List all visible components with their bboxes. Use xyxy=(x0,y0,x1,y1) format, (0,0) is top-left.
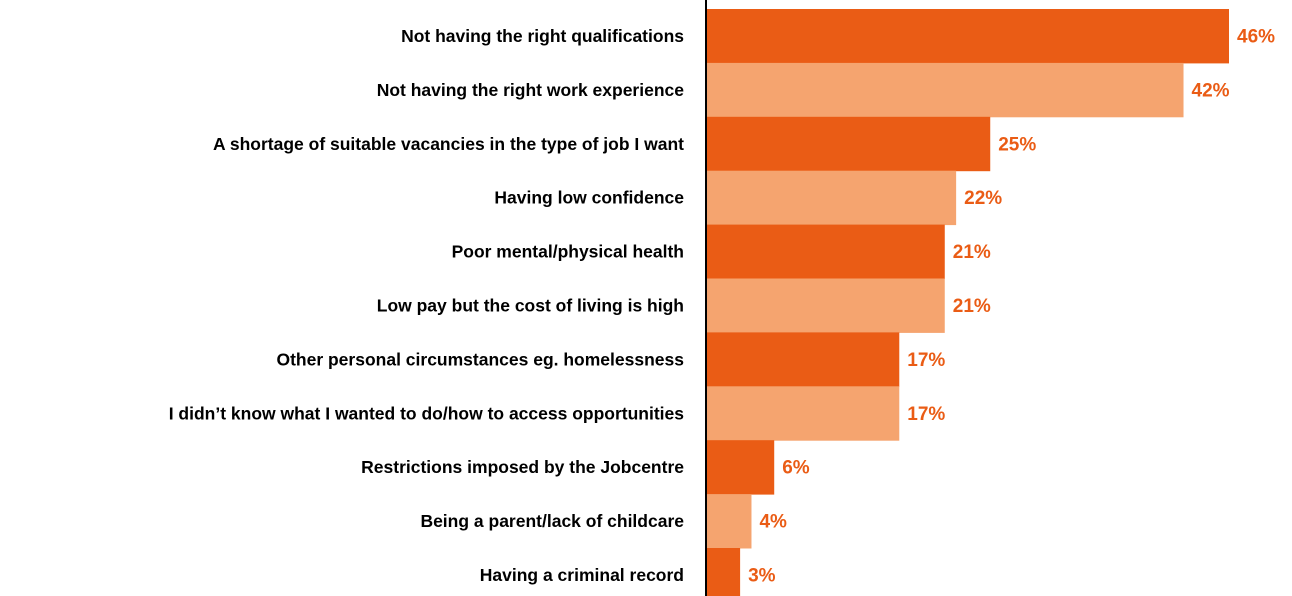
value-label: 42% xyxy=(1192,80,1230,101)
value-label: 3% xyxy=(748,565,776,586)
category-label: Not having the right qualifications xyxy=(401,26,684,46)
category-label: Not having the right work experience xyxy=(377,80,685,100)
category-label: Restrictions imposed by the Jobcentre xyxy=(361,457,684,477)
bar xyxy=(706,62,1184,118)
bar xyxy=(706,548,741,596)
category-label: Low pay but the cost of living is high xyxy=(377,295,684,315)
value-label: 46% xyxy=(1237,26,1275,47)
category-label: Other personal circumstances eg. homeles… xyxy=(276,349,684,369)
value-label: 22% xyxy=(964,188,1002,209)
bars-group xyxy=(706,9,1229,596)
bar xyxy=(706,116,991,172)
value-label: 25% xyxy=(998,134,1036,155)
category-label: Poor mental/physical health xyxy=(452,242,684,262)
value-label: 21% xyxy=(953,296,991,317)
value-label: 17% xyxy=(907,404,945,425)
value-label: 4% xyxy=(759,512,787,533)
bar xyxy=(706,494,752,549)
bar xyxy=(706,440,775,495)
value-label: 6% xyxy=(782,458,810,479)
bar xyxy=(706,278,945,333)
category-label: I didn’t know what I wanted to do/how to… xyxy=(169,403,685,423)
value-label: 21% xyxy=(953,242,991,263)
bar xyxy=(706,332,900,387)
bar xyxy=(706,170,957,226)
category-label: Being a parent/lack of childcare xyxy=(420,511,684,531)
bar xyxy=(706,224,945,279)
category-label: Having low confidence xyxy=(494,188,684,208)
value-labels-group: 46% 42% 25% 22% 21% 21% 17% 17% 6% 4% 3% xyxy=(748,26,1275,586)
bar xyxy=(706,9,1229,64)
category-label: Having a criminal record xyxy=(480,565,684,585)
category-label: A shortage of suitable vacancies in the … xyxy=(213,134,684,154)
category-labels-group: Not having the right qualifications Not h… xyxy=(169,26,685,585)
value-label: 17% xyxy=(907,350,945,371)
bar xyxy=(706,386,900,441)
